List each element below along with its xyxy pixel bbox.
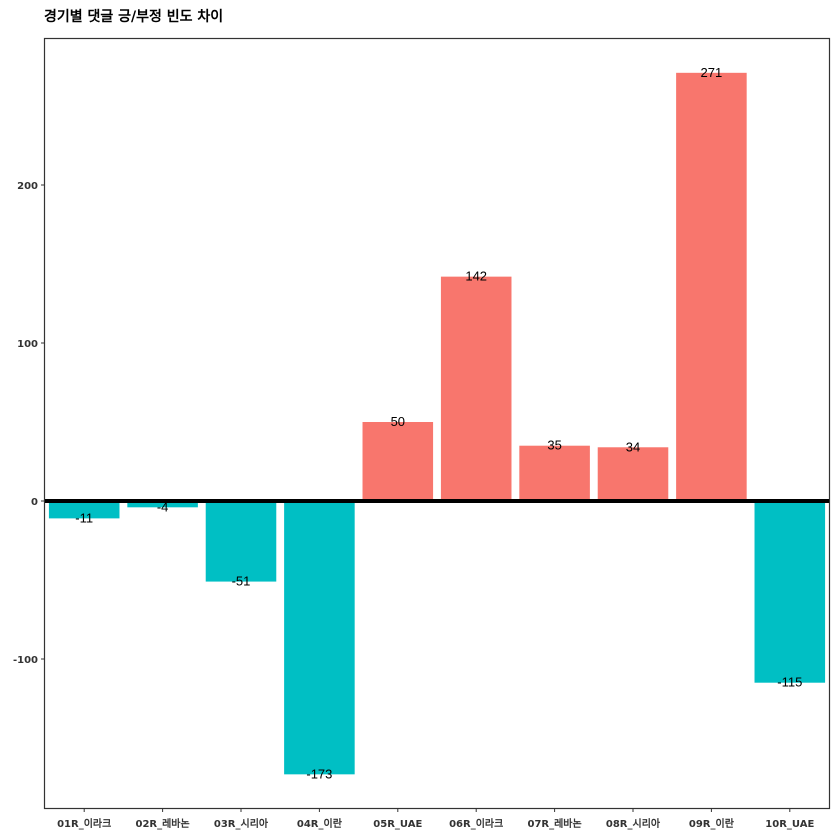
x-tick-label: 09R_이란 [689,817,735,830]
x-tick-label: 06R_이라크 [449,817,503,830]
bar [127,501,198,508]
bars-group [48,72,826,775]
data-label: -173 [306,766,332,781]
bar [205,501,277,582]
chart-title: 경기별 댓글 긍/부정 빈도 차이 [44,9,224,25]
bar [519,445,590,501]
data-label: -11 [75,510,93,525]
y-tick-label: -100 [13,655,38,666]
data-label: 34 [626,439,640,454]
y-axis: -100 0 100 200 [13,181,45,666]
x-tick-label: 01R_이라크 [57,817,111,830]
x-tick-label: 03R_시리아 [214,817,269,830]
bar [284,501,355,775]
data-label: 35 [547,438,561,453]
data-label: 142 [465,269,487,284]
y-tick-label: 200 [17,181,38,192]
bar [440,276,512,501]
x-tick-label: 08R_시리아 [606,817,661,830]
data-label: -4 [157,499,169,514]
x-tick-label: 10R_UAE [765,819,814,830]
x-tick-label: 07R_레바논 [527,817,581,830]
y-tick-label: 0 [31,497,38,508]
bar [48,501,120,519]
bar [362,422,434,501]
bar [754,501,826,683]
data-labels-group: -11 -4 -51 -173 50 142 35 34 271 -115 [75,65,802,782]
bar [676,72,747,501]
data-label: -51 [232,574,251,589]
x-tick-label: 04R_이란 [297,817,343,830]
y-tick-label: 100 [17,339,38,350]
x-axis: 01R_이라크 02R_레바논 03R_시리아 04R_이란 05R_UAE 06R_이라… [57,808,814,830]
x-tick-label: 02R_레바논 [135,817,189,830]
x-tick-label: 05R_UAE [373,819,422,830]
bar [597,447,669,501]
data-label: -115 [777,675,802,690]
data-label: 50 [391,414,405,429]
data-label: 271 [701,65,723,80]
